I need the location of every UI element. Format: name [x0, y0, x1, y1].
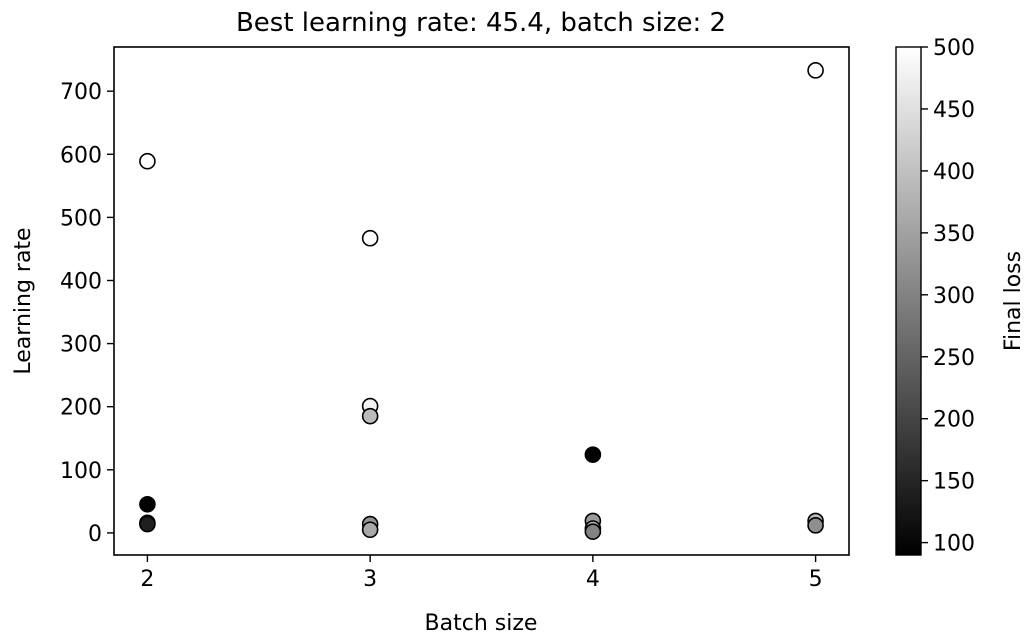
colorbar-tick-label: 350	[933, 222, 975, 247]
scatter-point	[361, 521, 379, 539]
y-tick-label: 300	[60, 333, 102, 358]
colorbar-tick-label: 450	[933, 98, 975, 123]
x-tick-label: 2	[140, 567, 154, 592]
scatter-point	[584, 446, 602, 463]
colorbar	[895, 46, 922, 556]
colorbar-tick-label: 250	[933, 346, 975, 371]
scatter-point	[584, 523, 602, 540]
scatter-point	[807, 517, 824, 534]
x-tick-label: 5	[809, 567, 823, 592]
points-layer	[139, 62, 824, 540]
colorbar-tick-label: 100	[933, 532, 975, 557]
y-axis-ticks: 0 100 200 300 400 500 600 700	[60, 80, 114, 547]
scatter-point	[807, 62, 824, 79]
colorbar-tick-label: 200	[933, 408, 975, 433]
x-axis-ticks: 2 3 4 5	[140, 555, 823, 592]
y-tick-label: 500	[60, 206, 102, 231]
y-tick-label: 600	[60, 143, 102, 168]
colorbar-tick-label: 400	[933, 160, 975, 185]
x-tick-label: 4	[586, 567, 600, 592]
scatter-point	[139, 495, 156, 513]
colorbar-ticks: 100 150 200 250 300 350 400 450 500	[921, 36, 975, 557]
chart-title: Best learning rate: 45.4, batch size: 2	[236, 8, 726, 38]
colorbar-label: Final loss	[1001, 251, 1025, 351]
plot-frame	[113, 46, 850, 556]
colorbar-tick-label: 500	[933, 36, 975, 61]
y-tick-label: 700	[60, 80, 102, 105]
y-axis-label: Learning rate	[11, 227, 36, 374]
x-axis-label: Batch size	[425, 611, 538, 635]
x-tick-label: 3	[363, 567, 377, 592]
scatter-point	[361, 229, 379, 247]
scatter-point	[139, 515, 156, 533]
y-tick-label: 200	[60, 396, 102, 421]
scatter-point	[139, 152, 156, 170]
colorbar-tick-label: 150	[933, 470, 975, 495]
scatter-point	[361, 407, 379, 425]
y-tick-label: 100	[60, 459, 102, 484]
y-tick-label: 400	[60, 269, 102, 294]
colorbar-tick-label: 300	[933, 284, 975, 309]
y-tick-label: 0	[88, 522, 102, 547]
